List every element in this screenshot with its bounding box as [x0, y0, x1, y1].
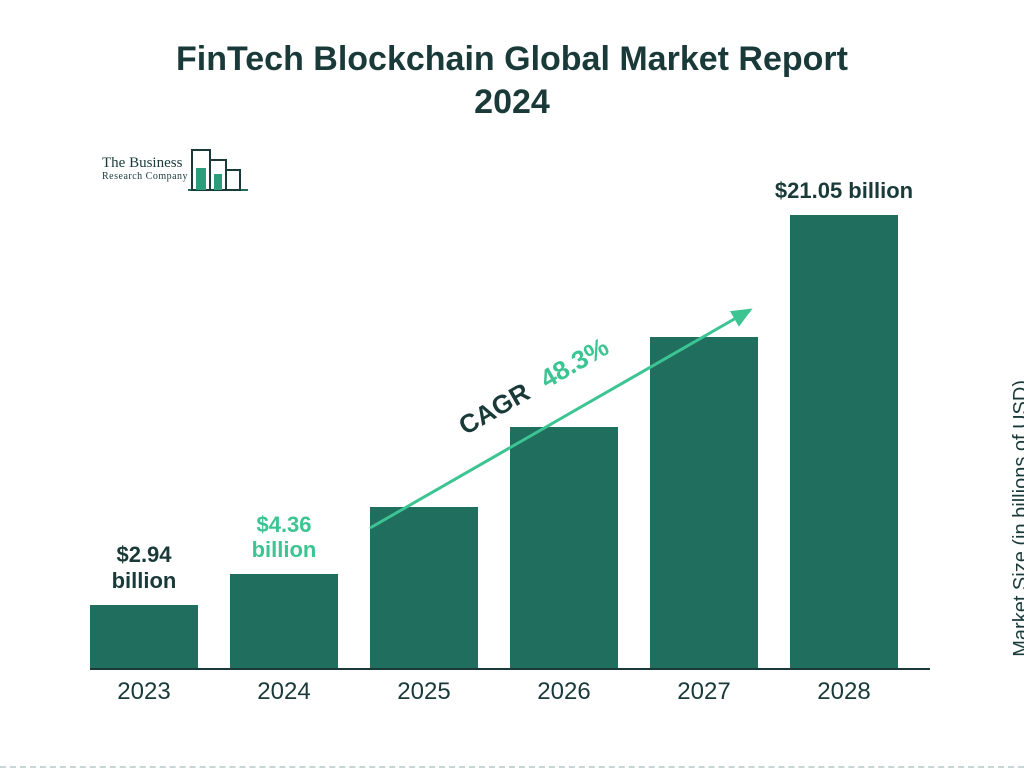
y-axis-label: Market Size (in billions of USD) [1010, 380, 1024, 657]
chart-title: FinTech Blockchain Global Market Report … [0, 38, 1024, 123]
title-line1: FinTech Blockchain Global Market Report [0, 38, 1024, 81]
title-line2: 2024 [0, 81, 1024, 124]
cagr-arrow-icon [90, 160, 930, 710]
bar-chart: 2023$2.94billion2024$4.36billion20252026… [90, 160, 930, 710]
